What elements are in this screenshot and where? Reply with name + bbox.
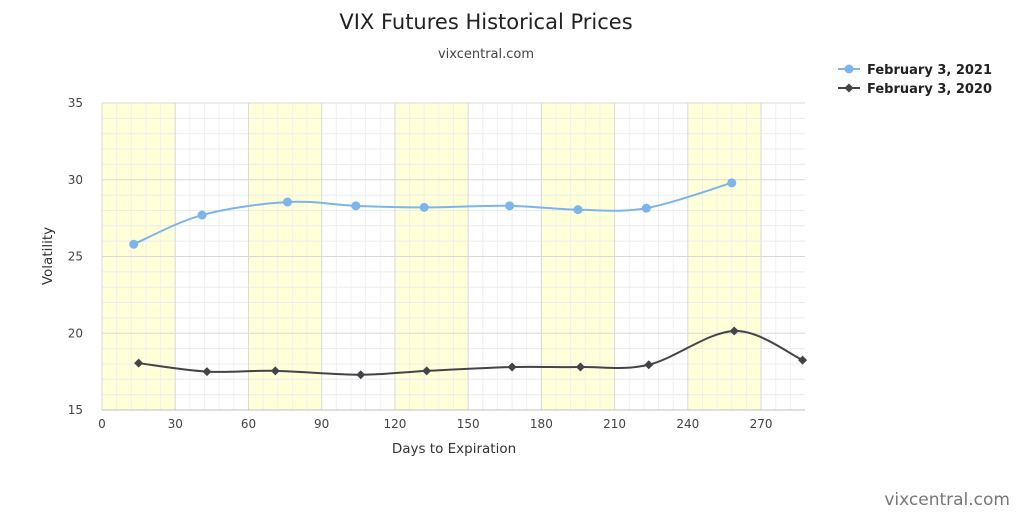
data-point[interactable] xyxy=(270,366,280,376)
legend-item[interactable]: February 3, 2020 xyxy=(838,82,992,97)
x-tick-label: 0 xyxy=(98,417,106,431)
data-point[interactable] xyxy=(798,355,808,365)
data-point[interactable] xyxy=(507,362,517,372)
x-tick-label: 270 xyxy=(750,417,773,431)
data-point[interactable] xyxy=(356,370,366,380)
legend-label: February 3, 2020 xyxy=(867,82,992,97)
data-point[interactable] xyxy=(573,205,583,215)
x-tick-label: 240 xyxy=(676,417,699,431)
series-line[interactable] xyxy=(138,329,803,376)
data-point[interactable] xyxy=(197,210,207,220)
chart-subtitle: vixcentral.com xyxy=(438,47,534,62)
chart-title: VIX Futures Historical Prices xyxy=(339,10,632,34)
legend[interactable]: February 3, 2021 February 3, 2020 xyxy=(838,63,992,97)
data-point[interactable] xyxy=(129,239,139,249)
x-axis-title: Days to Expiration xyxy=(392,441,516,457)
data-point[interactable] xyxy=(575,362,585,372)
data-point[interactable] xyxy=(727,178,737,188)
y-tick-label: 25 xyxy=(68,250,83,264)
y-tick-label: 15 xyxy=(68,403,83,417)
series-1[interactable] xyxy=(129,178,737,249)
series-layer xyxy=(129,178,808,380)
series-2[interactable] xyxy=(134,326,808,380)
legend-marker xyxy=(844,64,854,74)
data-point[interactable] xyxy=(419,202,429,212)
data-point[interactable] xyxy=(351,201,361,211)
data-point[interactable] xyxy=(641,203,651,213)
data-point[interactable] xyxy=(729,326,739,336)
data-point[interactable] xyxy=(283,197,293,207)
y-axis-title: Volatility xyxy=(40,227,56,285)
y-tick-label: 30 xyxy=(68,173,83,187)
legend-item[interactable]: February 3, 2021 xyxy=(838,63,992,78)
data-point[interactable] xyxy=(422,366,432,376)
y-axis-ticks: 15 20 25 30 35 xyxy=(68,96,83,417)
credit-watermark[interactable]: vixcentral.com xyxy=(884,490,1010,510)
major-gridlines xyxy=(101,102,805,411)
x-tick-label: 150 xyxy=(457,417,480,431)
data-point[interactable] xyxy=(644,360,654,370)
x-tick-label: 90 xyxy=(314,417,329,431)
x-axis-ticks: 0 30 60 90 120 150 180 210 240 270 xyxy=(98,417,772,431)
y-tick-label: 35 xyxy=(68,96,83,110)
data-point[interactable] xyxy=(505,201,515,211)
x-tick-label: 120 xyxy=(383,417,406,431)
x-tick-label: 60 xyxy=(241,417,256,431)
legend-label: February 3, 2021 xyxy=(867,63,992,78)
data-point[interactable] xyxy=(202,367,212,377)
x-tick-label: 210 xyxy=(603,417,626,431)
legend-marker xyxy=(844,83,854,93)
data-point[interactable] xyxy=(134,358,144,368)
x-tick-label: 180 xyxy=(530,417,553,431)
y-tick-label: 20 xyxy=(68,326,83,340)
x-tick-label: 30 xyxy=(168,417,183,431)
